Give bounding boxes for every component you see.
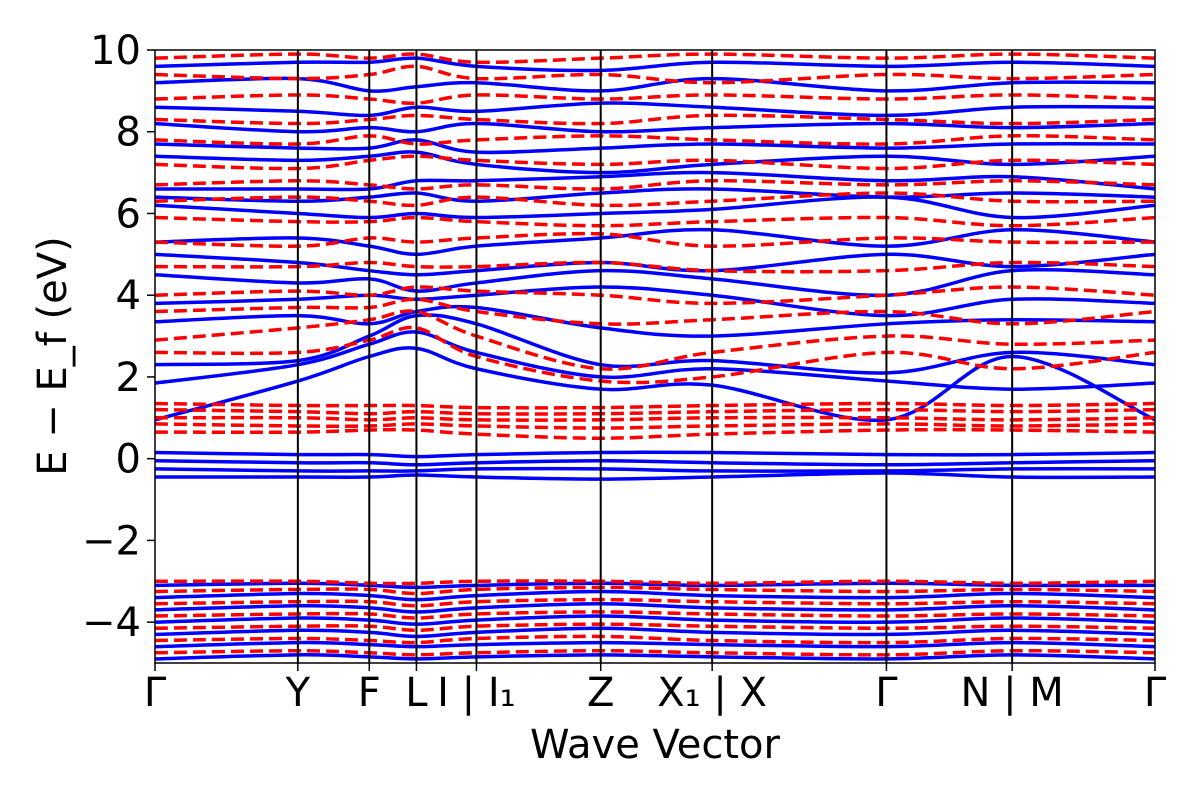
y-tick-label: 4: [116, 273, 141, 319]
y-axis-title: E − E_f (eV): [30, 236, 76, 475]
x-tick-label: Γ: [1144, 670, 1167, 716]
x-tick-label: I | I₁: [437, 670, 516, 716]
x-tick-label: Y: [285, 670, 311, 716]
y-tick-label: −4: [82, 600, 141, 646]
x-tick-label: X₁ | X: [657, 670, 767, 716]
x-tick-label: N | M: [960, 670, 1063, 716]
band-solid-blue-12: [155, 330, 1155, 391]
y-tick-label: 0: [116, 437, 141, 483]
y-tick-label: −2: [82, 518, 141, 564]
x-tick-label: Γ: [144, 670, 167, 716]
x-tick-label: Γ: [875, 670, 898, 716]
x-axis-title: Wave Vector: [530, 722, 781, 768]
y-tick-label: 6: [116, 191, 141, 237]
y-tick-label: 8: [116, 110, 141, 156]
y-tick-label: 2: [116, 355, 141, 401]
x-tick-label: Z: [587, 670, 614, 716]
plot-frame: [154, 49, 1156, 664]
y-tick-label: 10: [90, 28, 141, 74]
x-tick-label: L: [405, 670, 428, 716]
kpoint-lines-layer: [296, 50, 1014, 663]
x-tick-label: F: [358, 670, 381, 716]
y-ticks-layer: 10 8 6 4 2 0 −2 −4: [82, 28, 155, 646]
band-dashed-red-13: [155, 309, 1155, 371]
